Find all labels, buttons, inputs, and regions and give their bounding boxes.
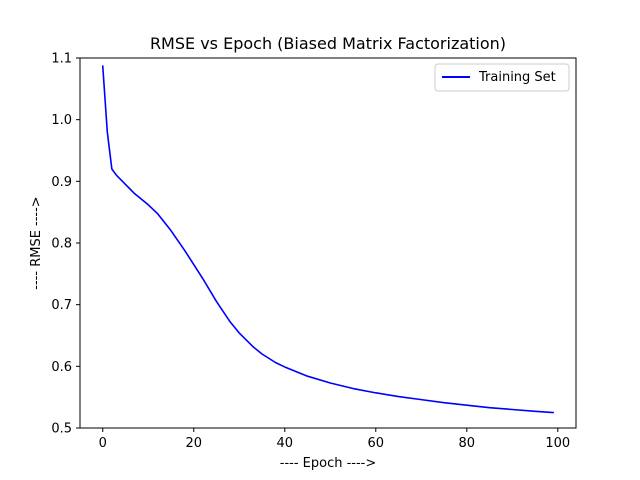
x-tick-label-1: 20 (185, 436, 202, 451)
x-tick-label-0: 0 (99, 436, 107, 451)
chart-title: RMSE vs Epoch (Biased Matrix Factorizati… (150, 34, 506, 53)
x-axis: 0 20 40 60 80 100 (99, 428, 570, 451)
y-tick-label-4: 0.9 (51, 175, 72, 190)
y-tick-label-6: 1.1 (51, 52, 72, 67)
series-line-0 (101, 65, 555, 414)
legend-label-training-set: Training Set (478, 70, 556, 85)
x-tick-label-2: 40 (276, 436, 293, 451)
legend-box (434, 63, 570, 92)
y-tick-label-3: 0.8 (51, 237, 72, 252)
x-axis-label: ---- Epoch ----> (280, 456, 377, 471)
plot-marks (101, 65, 555, 414)
y-axis: 0.5 0.6 0.7 0.8 0.9 1.0 1.1 (51, 52, 80, 437)
x-tick-label-3: 60 (368, 436, 385, 451)
legend: Training Set (434, 63, 570, 92)
x-tick-label-4: 80 (459, 436, 476, 451)
y-tick-label-0: 0.5 (51, 422, 72, 437)
y-tick-label-5: 1.0 (51, 113, 72, 128)
y-axis-label: ---- RMSE ----> (29, 196, 44, 289)
y-tick-label-2: 0.7 (51, 298, 72, 313)
y-tick-label-1: 0.6 (51, 360, 72, 375)
x-tick-label-5: 100 (545, 436, 570, 451)
